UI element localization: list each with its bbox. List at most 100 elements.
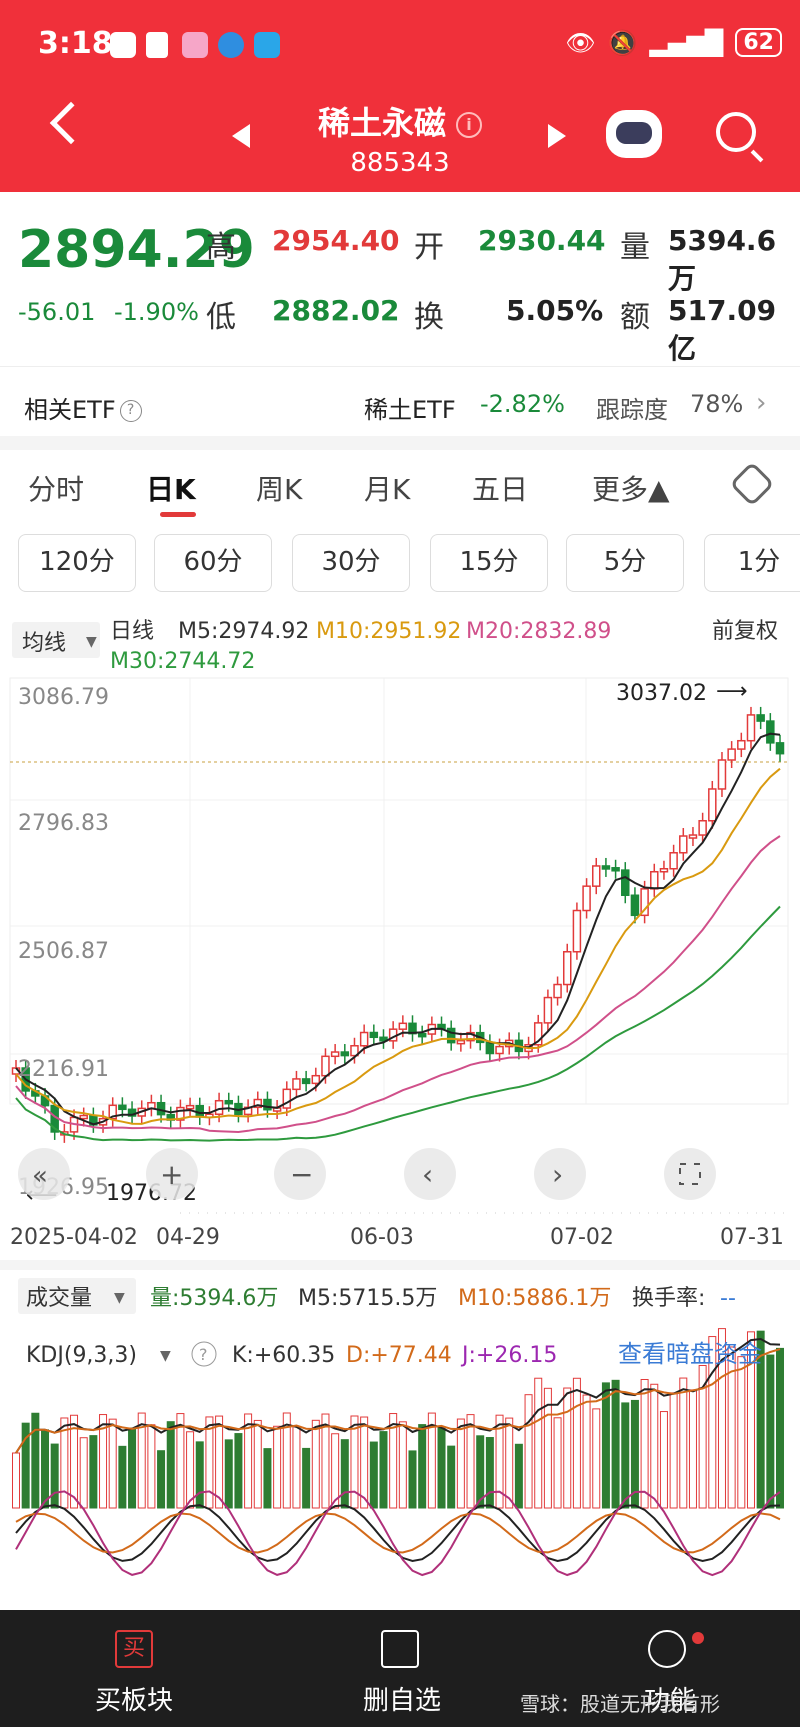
candle-body (446, 1027, 456, 1044)
period-5m[interactable]: 5分 (566, 534, 684, 592)
candle-body (533, 1022, 543, 1046)
volume-bar (253, 1419, 262, 1509)
ma-line-30 (15, 905, 781, 1142)
gridlines (10, 678, 788, 1104)
ytick-3: 2506.87 (18, 939, 109, 964)
amount-label: 额 (620, 300, 650, 335)
volume-bar (263, 1448, 272, 1509)
volume-bar (534, 1377, 543, 1509)
help-icon[interactable]: ? (119, 400, 142, 422)
candle-body (466, 1031, 475, 1042)
prev-stock-icon[interactable] (232, 124, 250, 148)
volume-bar (659, 1411, 668, 1509)
volume-bar (12, 1452, 20, 1509)
indicator-select[interactable] (12, 622, 100, 658)
volume-label: 成交量 (26, 1286, 92, 1311)
info-icon[interactable]: i (456, 112, 482, 138)
rewind-button[interactable] (18, 1148, 70, 1200)
etf-link[interactable]: 相关ETF? (24, 390, 142, 425)
assistant-robot-icon[interactable] (606, 110, 662, 158)
volume-value-legend: 量:5394.6万 (150, 1286, 278, 1311)
volume-bar (99, 1414, 108, 1509)
volume-select[interactable] (18, 1278, 136, 1314)
candle-body (340, 1051, 350, 1057)
candle-body (756, 714, 765, 722)
volume-bar (514, 1443, 523, 1509)
tab-more[interactable]: 更多▲ (592, 473, 670, 506)
section-gap-2 (0, 1260, 800, 1270)
functions-button[interactable]: 功能 (643, 1686, 696, 1716)
volume-bar (688, 1389, 697, 1509)
adjust-label[interactable]: 前复权 (712, 619, 778, 644)
volume-bar (427, 1412, 436, 1509)
dark-pool-link[interactable]: 查看暗盘资金 (618, 1340, 762, 1368)
volume-bar (31, 1412, 40, 1509)
volume-bar (89, 1435, 98, 1509)
candle-body (330, 1051, 340, 1058)
tab-intraday[interactable]: 分时 (28, 473, 85, 506)
volume-bar (118, 1445, 127, 1509)
next-button[interactable] (534, 1148, 586, 1200)
tab-five-day[interactable]: 五日 (472, 473, 529, 506)
etf-name[interactable]: 稀土ETF (364, 396, 456, 424)
kdj-select[interactable] (18, 1336, 178, 1370)
candle-body (688, 834, 698, 839)
period-15m[interactable]: 15分 (430, 534, 548, 592)
etf-pct: -2.82% (480, 390, 565, 418)
volume-bar (108, 1418, 117, 1509)
buy-sector-button[interactable]: 买板块 (94, 1686, 173, 1716)
xtick-1: 2025-04-02 (10, 1225, 138, 1250)
period-60m[interactable]: 60分 (154, 534, 272, 592)
candle-body (176, 1106, 185, 1121)
settings-icon[interactable] (729, 461, 775, 507)
zoom-in-button[interactable] (146, 1148, 198, 1200)
volume-bar (302, 1447, 311, 1509)
volume-bar (389, 1413, 398, 1509)
volume-bar (746, 1331, 755, 1509)
turnover-label: 换 (414, 300, 444, 335)
candle-body (282, 1088, 292, 1109)
tab-monthly-k[interactable]: 月K (364, 473, 411, 506)
etf-label: 相关ETF (24, 396, 116, 424)
candle-body (679, 835, 688, 854)
volume-ma-lines (15, 1337, 781, 1454)
zoom-out-button[interactable] (274, 1148, 326, 1200)
tab-weekly-k[interactable]: 周K (256, 473, 303, 506)
period-1m[interactable]: 1分 (704, 534, 800, 592)
fullscreen-icon (679, 1163, 701, 1185)
period-30m[interactable]: 30分 (292, 534, 410, 592)
help-icon-2[interactable] (191, 1341, 217, 1367)
volume-bar (640, 1378, 649, 1509)
next-stock-icon[interactable] (548, 124, 566, 148)
remove-watchlist-button[interactable]: 删自选 (362, 1686, 441, 1716)
signal-icon: ▂▄▆█ (649, 28, 724, 57)
ma-line-5 (15, 732, 781, 1126)
help-icon-2-mark: ? (199, 1345, 208, 1364)
high-marker: 3037.02 (616, 681, 707, 706)
candle-body (621, 869, 630, 897)
candle-body (118, 1104, 127, 1111)
candle-body (156, 1101, 166, 1116)
tab-daily-k[interactable]: 日K (146, 473, 196, 506)
volume-bar (157, 1450, 166, 1509)
vol-ma10-legend: M10:5886.1万 (458, 1286, 611, 1311)
last-price: 2894.29 (18, 220, 255, 280)
period-120m[interactable]: 120分 (18, 534, 136, 592)
kline-chart[interactable]: 均线 ▼ 日线 M5:2974.92 M10:2951.92 M20:2832.… (0, 608, 800, 1610)
status-time: 3:18 (38, 26, 113, 61)
prev-button[interactable] (404, 1148, 456, 1200)
fullscreen-button[interactable] (664, 1148, 716, 1200)
candle-body (746, 714, 756, 742)
volume-bar (437, 1427, 446, 1509)
volume-bar (476, 1435, 485, 1509)
chevron-right-icon[interactable]: › (756, 388, 767, 418)
volume-bar (166, 1421, 175, 1509)
ma30-legend: M30:2744.72 (110, 649, 255, 674)
volume-bar (447, 1445, 456, 1509)
volume-bar (340, 1439, 349, 1509)
volume-label: 量 (620, 230, 650, 265)
bottom-bar (0, 1610, 800, 1727)
turnover-value: 5.05% (506, 294, 604, 327)
volume-bar (321, 1413, 330, 1509)
search-icon[interactable] (716, 112, 756, 152)
